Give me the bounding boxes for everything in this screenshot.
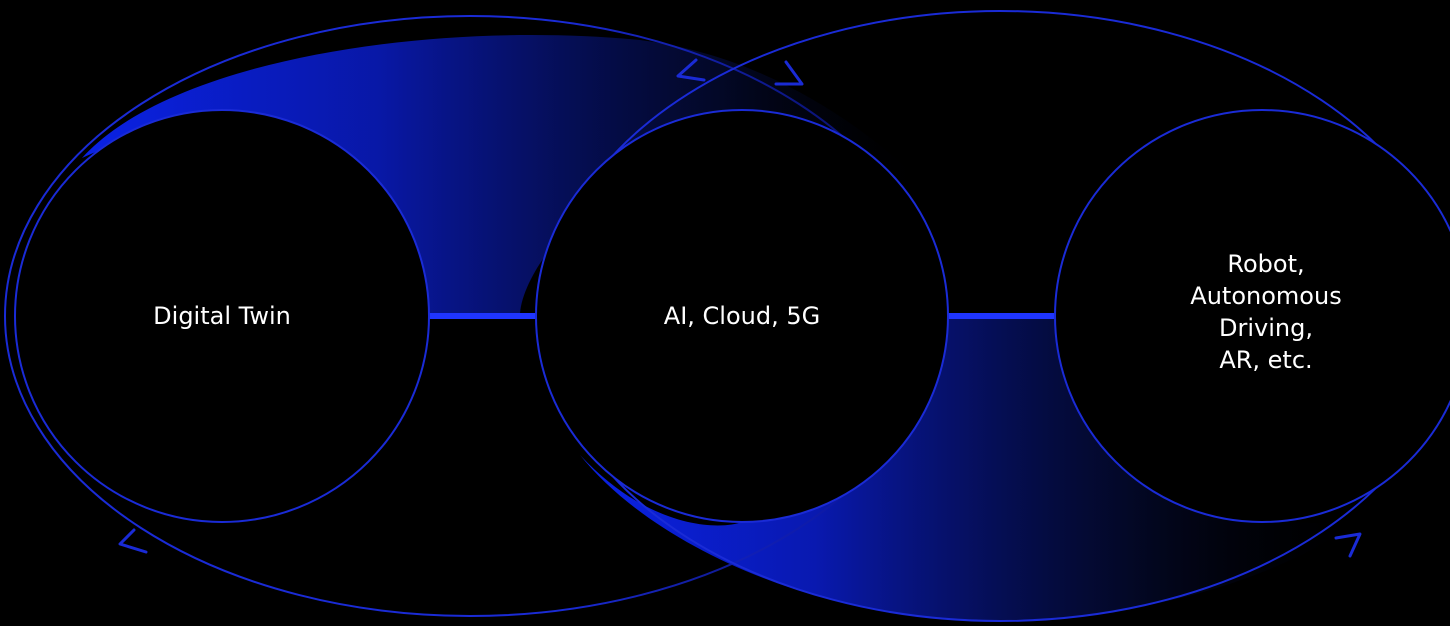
double-arrow-icon (676, 58, 804, 86)
node-label-ai-cloud-5g: AI, Cloud, 5G (663, 302, 821, 330)
arrowhead-right-icon (1334, 532, 1362, 558)
node-circle-digital-twin (14, 109, 430, 523)
node-label-robot: Robot, Autonomous Driving, AR, etc. (1190, 250, 1342, 374)
connector-right (946, 313, 1058, 319)
node-circle-ai-cloud-5g (535, 109, 949, 523)
node-label-digital-twin: Digital Twin (153, 302, 291, 330)
connector-left (428, 313, 538, 319)
right-loop-glow (580, 316, 1360, 620)
arrowhead-left-icon (118, 528, 148, 554)
node-circle-robot (1054, 109, 1450, 523)
